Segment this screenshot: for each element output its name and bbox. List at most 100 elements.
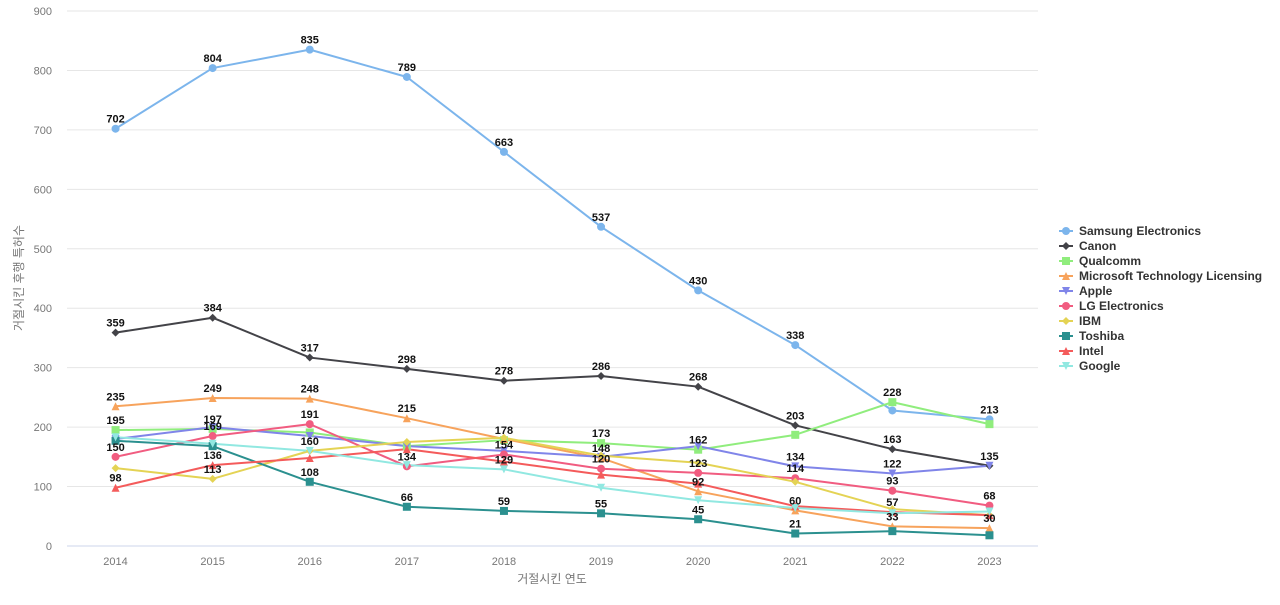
- data-label: 338: [786, 330, 804, 342]
- legend-item-label: Canon: [1079, 239, 1116, 253]
- data-label: 135: [980, 451, 998, 463]
- data-label: 114: [786, 463, 805, 475]
- data-point: [111, 464, 120, 473]
- data-point: [597, 222, 606, 231]
- data-point: [208, 64, 217, 73]
- legend-marker: [1062, 362, 1070, 370]
- data-label: 57: [886, 497, 898, 509]
- data-label: 203: [786, 410, 804, 422]
- data-label: 249: [203, 383, 221, 395]
- data-point: [499, 457, 508, 466]
- data-label: 278: [495, 366, 513, 378]
- data-label: 178: [495, 425, 513, 437]
- legend-item-label: Qualcomm: [1079, 254, 1141, 268]
- data-label: 317: [301, 343, 319, 355]
- data-label: 169: [203, 421, 221, 433]
- data-point: [402, 364, 411, 373]
- data-point: [791, 529, 800, 538]
- data-label: 384: [203, 303, 222, 315]
- data-point: [305, 432, 314, 441]
- data-point: [694, 442, 703, 451]
- data-point: [402, 437, 411, 446]
- data-point: [305, 45, 314, 54]
- x-tick-label: 2017: [395, 556, 419, 568]
- data-label: 123: [689, 458, 707, 470]
- data-label: 93: [886, 476, 898, 488]
- data-label: 163: [883, 434, 901, 446]
- y-tick-label: 500: [34, 244, 52, 256]
- data-point: [888, 509, 897, 518]
- data-label: 136: [203, 450, 221, 462]
- data-point: [499, 506, 508, 515]
- legend-marker: [1062, 302, 1070, 310]
- data-point: [791, 477, 800, 486]
- data-point: [111, 483, 120, 492]
- x-tick-label: 2015: [200, 556, 224, 568]
- data-point: [791, 503, 800, 512]
- x-axis-title: 거절시킨 연도: [517, 572, 587, 586]
- x-tick-label: 2019: [589, 556, 613, 568]
- data-label: 122: [883, 458, 901, 470]
- data-point: [111, 452, 120, 461]
- data-point: [208, 439, 217, 448]
- data-labels: 7028048357896635374303382133593843172982…: [106, 35, 998, 531]
- data-point: [888, 486, 897, 495]
- data-label: 45: [692, 504, 704, 516]
- data-label: 835: [301, 35, 319, 47]
- series-lines: [115, 48, 990, 537]
- data-label: 268: [689, 372, 707, 384]
- data-point: [597, 439, 606, 448]
- data-label: 663: [495, 137, 513, 149]
- data-point: [499, 433, 508, 442]
- legend-marker: [1062, 287, 1070, 295]
- legend: Samsung ElectronicsCanonQualcommMicrosof…: [1059, 224, 1262, 373]
- data-point: [888, 406, 897, 415]
- y-tick-label: 400: [34, 303, 52, 315]
- series-line: [115, 423, 990, 507]
- data-point: [402, 414, 411, 423]
- data-point: [597, 470, 606, 479]
- data-point: [694, 458, 703, 467]
- data-label: 150: [106, 442, 124, 454]
- data-point: [985, 531, 994, 540]
- data-label: 702: [106, 114, 124, 126]
- legend-marker: [1062, 227, 1070, 235]
- data-label: 195: [106, 415, 124, 427]
- x-tick-label: 2020: [686, 556, 710, 568]
- data-point: [305, 454, 314, 463]
- data-point: [985, 420, 994, 429]
- x-tick-label: 2014: [103, 556, 127, 568]
- series-line: [115, 401, 990, 451]
- legend-item-label: LG Electronics: [1079, 299, 1164, 313]
- series-line: [115, 396, 990, 530]
- legend-item-label: Intel: [1079, 344, 1104, 358]
- data-label: 215: [398, 403, 416, 415]
- data-label: 55: [595, 498, 607, 510]
- data-label: 191: [301, 409, 319, 421]
- data-label: 213: [980, 404, 998, 416]
- y-tick-label: 100: [34, 482, 52, 494]
- legend-marker: [1062, 272, 1070, 280]
- data-point: [888, 398, 897, 407]
- x-tick-label: 2022: [880, 556, 904, 568]
- data-point: [111, 328, 120, 337]
- data-label: 134: [398, 451, 417, 463]
- data-label: 430: [689, 275, 707, 287]
- data-point: [111, 402, 120, 411]
- data-point: [208, 432, 217, 441]
- data-point: [305, 477, 314, 486]
- legend-item-label: Toshiba: [1079, 329, 1124, 343]
- x-tick-label: 2023: [977, 556, 1001, 568]
- data-point: [305, 353, 314, 362]
- data-point: [694, 479, 703, 488]
- data-point: [499, 147, 508, 156]
- data-point: [305, 394, 314, 403]
- legend-marker: [1062, 317, 1070, 325]
- data-label: 235: [106, 391, 124, 403]
- data-point: [402, 502, 411, 511]
- y-axis-ticks: 0 100 200 300 400 500 600 700 800 900: [34, 6, 52, 553]
- grid-lines: [67, 10, 1038, 547]
- data-point: [111, 433, 120, 442]
- data-label: 173: [592, 428, 610, 440]
